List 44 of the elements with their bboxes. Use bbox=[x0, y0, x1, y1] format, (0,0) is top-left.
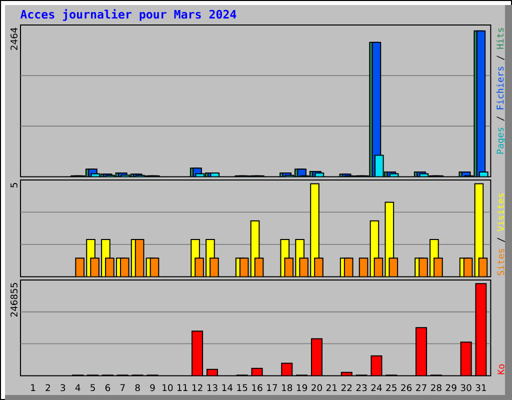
x-tick-label: 27 bbox=[416, 384, 426, 392]
text: / bbox=[497, 238, 505, 242]
text: Sites bbox=[497, 249, 504, 276]
x-tick-label: 13 bbox=[207, 384, 218, 392]
x-tick-label: 4 bbox=[75, 384, 80, 391]
x-tick-label: 5 bbox=[90, 384, 95, 392]
x-tick-label: 10 bbox=[162, 384, 173, 392]
x-tick-label: 25 bbox=[386, 384, 396, 392]
x-tick-label: 16 bbox=[252, 384, 262, 392]
x-tick-label: 9 bbox=[150, 384, 155, 392]
x-tick-label: 20 bbox=[312, 384, 322, 392]
x-tick-label: 17 bbox=[267, 384, 278, 391]
x-tick-label: 19 bbox=[296, 384, 308, 392]
text: / bbox=[496, 56, 504, 60]
x-tick-label: 28 bbox=[431, 384, 442, 392]
x-tick-label: 21 bbox=[326, 384, 337, 392]
x-tick-label: 31 bbox=[476, 384, 486, 392]
x-tick-label: 30 bbox=[460, 384, 472, 392]
text: Pages bbox=[496, 128, 506, 154]
x-tick-label: 12 bbox=[192, 384, 202, 392]
x-tick-label: 2 bbox=[46, 384, 50, 392]
text: 246855 bbox=[10, 283, 18, 317]
x-tick-label: 1 bbox=[31, 384, 36, 391]
text: Ko bbox=[498, 364, 504, 374]
text: 5 bbox=[10, 183, 18, 188]
text: / bbox=[496, 116, 504, 121]
x-tick-label: 6 bbox=[105, 384, 110, 392]
x-tick-label: 22 bbox=[341, 384, 352, 392]
x-tick-label: 8 bbox=[135, 384, 140, 392]
text: Visites bbox=[497, 194, 504, 232]
text: Hits bbox=[496, 28, 504, 49]
text: 2464 bbox=[10, 28, 18, 50]
x-tick-label: 23 bbox=[356, 384, 367, 392]
x-tick-label: 14 bbox=[222, 384, 233, 391]
x-tick-label: 7 bbox=[120, 384, 125, 391]
x-tick-label: 3 bbox=[60, 384, 66, 392]
x-tick-label: 29 bbox=[446, 384, 456, 392]
x-tick-label: 11 bbox=[178, 384, 188, 391]
x-tick-label: 18 bbox=[282, 384, 292, 392]
chart-title: Acces journalier pour Mars 2024 bbox=[20, 9, 236, 21]
x-tick-label: 24 bbox=[371, 384, 382, 392]
x-tick-label: 26 bbox=[401, 384, 412, 392]
x-tick-label: 15 bbox=[237, 384, 248, 392]
text: Fichiers bbox=[496, 66, 504, 110]
